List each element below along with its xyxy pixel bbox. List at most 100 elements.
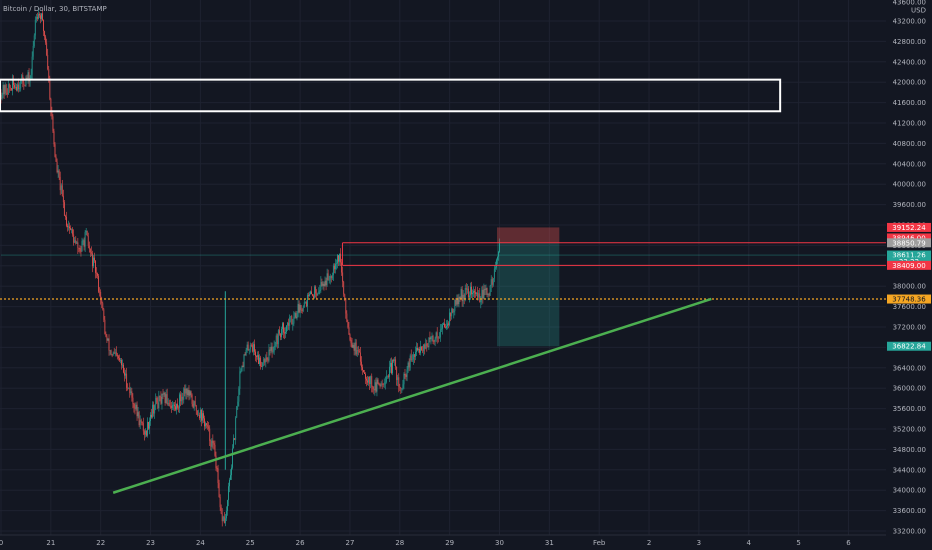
candle-body (166, 394, 168, 405)
candle-body (219, 497, 221, 508)
candle-body (349, 334, 351, 340)
candle-body (378, 383, 380, 386)
candle-body (466, 288, 468, 290)
price-tick-label: 36400.00 (893, 364, 926, 372)
candle-body (395, 359, 397, 367)
candle-body (154, 405, 156, 414)
drawings[interactable] (0, 78, 886, 494)
candle-body (202, 413, 203, 421)
candle-body (177, 403, 178, 408)
candle-body (101, 299, 103, 304)
candle-body (409, 355, 411, 368)
price-tick-label: 34800.00 (893, 446, 926, 454)
candle-body (320, 282, 322, 290)
candle-body (18, 84, 20, 90)
candle-body (9, 87, 11, 89)
candle-body (73, 234, 75, 243)
candle-body (323, 283, 325, 287)
candle-body (41, 13, 42, 19)
candle-body (98, 275, 100, 292)
time-axis[interactable]: 0 21 22 23 24 25 26 27 28 29 30 31 Feb 2 3 4 5 6 (0, 539, 851, 547)
candle-body (359, 352, 361, 362)
candle-body (63, 202, 65, 216)
time-tick-label: 29 (445, 539, 454, 547)
candle-body (384, 382, 386, 385)
candle-body (247, 344, 249, 351)
candle-body (254, 344, 255, 352)
candle-body (104, 319, 106, 334)
candle-body (51, 110, 53, 117)
price-tick-label: 33200.00 (893, 528, 926, 536)
candle-body (436, 332, 438, 338)
candle-body (59, 176, 61, 191)
candle-body (131, 391, 133, 398)
candle-body (107, 338, 109, 341)
candle-body (129, 388, 131, 394)
candle-body (89, 249, 91, 253)
candle-body (399, 386, 401, 389)
symbol-title[interactable]: Bitcoin / Dollar, 30, BITSTAMP (3, 5, 107, 13)
candle-body (90, 252, 92, 254)
candle-body (461, 289, 463, 302)
candle-body (404, 373, 406, 376)
candle-body (66, 216, 67, 226)
candle-body (264, 359, 266, 363)
candle-body (86, 230, 88, 237)
candle-body (450, 312, 452, 317)
candle-body (306, 295, 308, 307)
candle-body (398, 377, 400, 387)
candle-body (317, 293, 319, 296)
candle-body (68, 226, 69, 228)
price-tick-label: 40400.00 (893, 160, 926, 168)
candle-body (238, 388, 240, 402)
candle-body (403, 373, 405, 385)
candle-body (267, 359, 269, 361)
candle-body (498, 251, 499, 257)
candle-body (111, 354, 113, 356)
candle-body (464, 288, 466, 300)
candle-body (15, 86, 16, 88)
candle-body (283, 323, 284, 333)
candle-body (126, 373, 128, 388)
candle-body (410, 355, 412, 361)
candle-body (243, 354, 245, 367)
candle-body (155, 397, 157, 406)
candle-body (463, 294, 465, 300)
candle-body (30, 74, 32, 78)
time-tick-label: 21 (46, 539, 55, 547)
candle-body (85, 230, 87, 233)
candle-body (156, 397, 158, 403)
candle-body (20, 79, 22, 89)
candle-body (106, 336, 108, 341)
candle-body (448, 323, 450, 325)
candle-body (161, 393, 163, 404)
candle-body (192, 403, 194, 408)
candle-body (55, 156, 57, 162)
candle-body (52, 116, 54, 132)
candle-body (100, 292, 102, 300)
price-tag-bg (887, 250, 931, 260)
candle-body (151, 414, 152, 418)
price-tag-bg (887, 294, 931, 304)
candle-body (266, 357, 268, 360)
candle-body (387, 375, 389, 377)
candle-body (313, 295, 315, 299)
candle-body (478, 293, 480, 298)
candle-body (417, 347, 418, 351)
candle-body (419, 349, 420, 353)
candle-body (168, 402, 170, 406)
candle-body (47, 54, 49, 70)
price-tick-label: 43200.00 (893, 18, 926, 26)
candle-body (386, 375, 388, 377)
candle-body (370, 376, 372, 385)
candle-body (337, 255, 338, 264)
candle-body (331, 275, 333, 279)
candle-body (284, 332, 285, 334)
candle-body (171, 405, 173, 409)
candle-body (362, 367, 363, 371)
price-tag-label: 39152.24 (892, 224, 926, 232)
candle-body (485, 288, 487, 290)
candle-body (46, 42, 48, 55)
candle-body (162, 393, 164, 395)
